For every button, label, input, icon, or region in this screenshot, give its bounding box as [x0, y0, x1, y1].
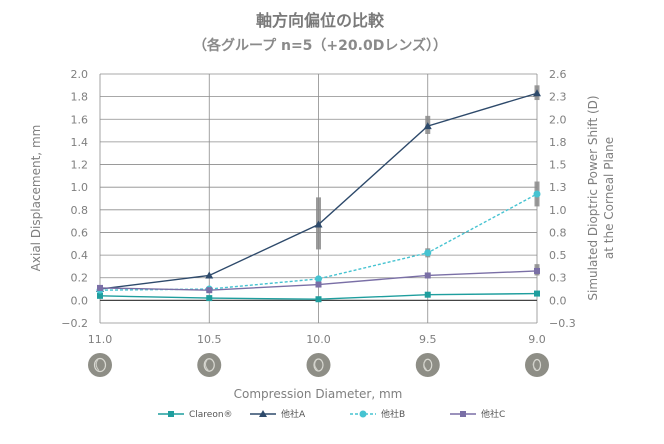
y-axis-left: 2.0 1.8 1.6 1.4 1.2 1.0 0.8 0.6 0.4 0.2 0.0 −0.2 [61, 68, 88, 330]
y-tick-right: 0.3 [549, 272, 567, 285]
y-tick-left: 1.4 [71, 136, 89, 149]
data-point [206, 287, 213, 294]
legend-label: 他社A [281, 408, 306, 420]
x-tick-label: 10.5 [197, 333, 222, 346]
data-point [424, 291, 431, 298]
y-tick-right: 1.8 [549, 136, 567, 149]
y-tick-right: 1.3 [549, 181, 567, 194]
y-tick-left: −0.2 [61, 317, 88, 330]
lens-icon-ring [93, 357, 107, 373]
y-tick-right: 0.8 [549, 226, 567, 239]
lens-icon [306, 353, 331, 377]
legend-label: Clareon® [189, 410, 233, 420]
y-tick-left: 0.4 [71, 249, 89, 262]
y-tick-left: 0.0 [71, 294, 89, 307]
series-1 [97, 290, 540, 303]
legend-marker [460, 411, 466, 417]
legend-label: 他社B [381, 408, 405, 420]
lens-icon [525, 353, 549, 377]
lens-icon-ring [313, 358, 324, 372]
lens-icon [88, 353, 112, 377]
data-point [424, 249, 432, 257]
lens-icon-haptic [532, 360, 537, 370]
x-axis: 11.0 10.5 10.0 9.5 9.0 [88, 333, 546, 346]
y-tick-right: 0.5 [549, 249, 567, 262]
chart-subtitle: （各グループ n=5（+20.0Dレンズ）） [193, 37, 447, 54]
x-tick-label: 11.0 [88, 333, 113, 346]
x-tick-label: 10.0 [306, 333, 331, 346]
y-tick-left: 0.8 [71, 204, 89, 217]
y-tick-left: 2.0 [71, 68, 89, 81]
y-axis-label-right-line1: Simulated Dioptric Power Shift (D) [586, 95, 600, 300]
y-axis-label-right-line2: at the Corneal Plane [602, 137, 616, 259]
lens-icons [88, 353, 549, 377]
data-point [205, 271, 214, 279]
y-tick-right: 2.3 [549, 91, 567, 104]
legend-marker [359, 410, 367, 418]
lens-icon-bg [88, 353, 112, 377]
y-tick-left: 0.6 [71, 226, 89, 239]
lens-icon-bg [306, 353, 331, 377]
x-tick-label: 9.5 [419, 333, 437, 346]
data-point [423, 122, 432, 130]
y-tick-right: 1.0 [549, 204, 567, 217]
data-point [533, 89, 541, 97]
y-axis-label-left: Axial Displacement, mm [29, 125, 43, 272]
lens-icon-haptic [205, 359, 209, 371]
y-tick-left: 0.2 [71, 272, 89, 285]
x-axis-label: Compression Diameter, mm [234, 387, 403, 401]
data-point [315, 281, 322, 288]
legend-item-1: Clareon® [158, 410, 233, 420]
data-point [97, 284, 103, 291]
legend-item-2: 他社A [250, 408, 306, 420]
y-tick-left: 1.6 [71, 113, 89, 126]
y-tick-left: 1.2 [71, 159, 89, 172]
y-axis-right: 2.6 2.3 2.0 1.8 1.5 1.3 1.0 0.8 0.5 0.3 0.0 −0.3 [549, 68, 576, 330]
series-4 [97, 267, 540, 294]
data-point [533, 190, 541, 198]
legend-label: 他社C [481, 408, 505, 420]
legend: Clareon® 他社A 他社B 他社C [158, 408, 505, 420]
lens-icon [197, 353, 222, 377]
series-lines [96, 89, 541, 303]
data-point [206, 295, 213, 302]
data-point [314, 220, 323, 228]
y-tick-left: 1.0 [71, 181, 89, 194]
data-point [534, 290, 540, 297]
lens-icon-haptic [423, 359, 428, 371]
lens-icon-haptic [95, 359, 100, 371]
lens-icon-bg [415, 353, 440, 377]
y-tick-right: 2.0 [549, 113, 567, 126]
lens-icon-bg [525, 353, 549, 377]
y-tick-right: −0.3 [549, 317, 576, 330]
data-point [315, 275, 322, 283]
y-tick-right: 1.5 [549, 159, 567, 172]
data-point [424, 272, 431, 279]
chart-title: 軸方向偏位の比較 [256, 11, 385, 30]
lens-icon-bg [197, 353, 222, 377]
legend-item-3: 他社B [350, 408, 405, 420]
lens-icon-haptic [314, 359, 318, 371]
x-tick-label: 9.0 [528, 333, 546, 346]
data-point [97, 292, 103, 299]
data-point [534, 267, 540, 274]
y-tick-right: 0.0 [549, 294, 567, 307]
legend-marker [168, 411, 174, 417]
data-point [315, 296, 322, 303]
legend-item-4: 他社C [450, 408, 505, 420]
legend-marker [259, 410, 267, 417]
y-tick-right: 2.6 [549, 68, 567, 81]
lens-icon [415, 353, 440, 377]
lens-icon-ring [203, 358, 215, 372]
y-tick-left: 1.8 [71, 91, 89, 104]
